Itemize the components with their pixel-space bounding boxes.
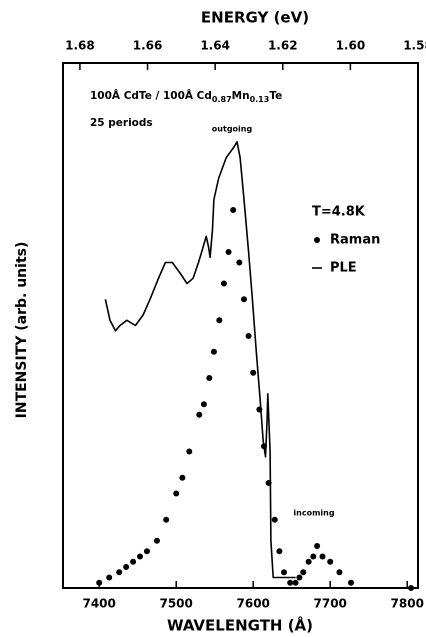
sample-text: 100Å CdTe / 100Å Cd bbox=[90, 89, 212, 102]
raman-point bbox=[314, 543, 321, 549]
x2-tick-label: 1.66 bbox=[133, 39, 163, 53]
raman-point bbox=[287, 579, 294, 586]
raman-point bbox=[230, 207, 237, 213]
raman-point bbox=[153, 537, 160, 544]
subscript: 0.13 bbox=[250, 95, 270, 104]
raman-point bbox=[137, 553, 144, 560]
raman-point bbox=[216, 317, 223, 324]
raman-point bbox=[296, 574, 303, 581]
raman-point bbox=[186, 448, 193, 455]
raman-point bbox=[123, 564, 130, 570]
legend-label: PLE bbox=[330, 261, 357, 276]
sample-text: Te bbox=[269, 90, 282, 102]
x-tick-label: 7600 bbox=[237, 597, 270, 611]
x-tick-label: 7800 bbox=[391, 597, 424, 611]
raman-point bbox=[106, 574, 113, 581]
raman-point bbox=[319, 553, 326, 560]
raman-point bbox=[300, 569, 307, 576]
plot-frame bbox=[62, 62, 419, 589]
x2-tick-label: 1.68 bbox=[65, 39, 95, 53]
raman-point bbox=[348, 579, 355, 586]
chart-title: ENERGY (eV) bbox=[201, 9, 309, 27]
annotation: outgoing bbox=[212, 125, 253, 134]
raman-point bbox=[271, 516, 278, 523]
raman-point bbox=[292, 579, 299, 586]
raman-point bbox=[336, 569, 343, 576]
y-axis-label: INTENSITY (arb. units) bbox=[14, 242, 30, 419]
ple-line bbox=[104, 141, 296, 579]
raman-point bbox=[310, 553, 317, 560]
subscript: 0.87 bbox=[212, 95, 232, 104]
raman-point bbox=[220, 280, 227, 287]
raman-point bbox=[130, 558, 137, 565]
annotation: incoming bbox=[293, 509, 334, 518]
raman-point bbox=[210, 348, 217, 355]
sample-label: 100Å CdTe / 100Å Cd0.87Mn0.13Te bbox=[90, 89, 282, 104]
x2-tick-label: 1.62 bbox=[268, 39, 298, 53]
raman-point bbox=[408, 585, 415, 591]
raman-point bbox=[305, 558, 312, 565]
raman-point bbox=[327, 558, 334, 565]
legend-label: Raman bbox=[330, 233, 380, 248]
x2-tick-label: 1.60 bbox=[336, 39, 366, 53]
raman-point bbox=[163, 516, 170, 523]
x2-tick-label: 1.58 bbox=[403, 39, 426, 53]
raman-point bbox=[276, 548, 283, 555]
annotation: 25 periods bbox=[90, 117, 153, 129]
raman-point bbox=[225, 249, 232, 255]
raman-point bbox=[250, 369, 257, 376]
raman-point bbox=[96, 579, 103, 586]
sample-text: Mn bbox=[232, 90, 250, 102]
annotation: T=4.8K bbox=[312, 205, 366, 220]
raman-point bbox=[200, 401, 207, 408]
raman-point bbox=[281, 569, 288, 576]
x-tick-label: 7500 bbox=[159, 597, 192, 611]
raman-point bbox=[206, 375, 213, 381]
raman-point bbox=[196, 411, 203, 418]
x-tick-label: 7700 bbox=[314, 597, 347, 611]
raman-point bbox=[143, 548, 150, 555]
raman-point bbox=[236, 259, 243, 266]
raman-point bbox=[245, 333, 252, 339]
raman-point bbox=[116, 569, 123, 576]
raman-point bbox=[173, 490, 180, 497]
raman-point bbox=[179, 474, 186, 481]
x2-tick-label: 1.64 bbox=[200, 39, 230, 53]
x-axis-label: WAVELENGTH (Å) bbox=[167, 616, 313, 635]
x-tick-label: 7400 bbox=[82, 597, 115, 611]
legend-marker bbox=[314, 237, 320, 243]
raman-point bbox=[240, 296, 247, 303]
